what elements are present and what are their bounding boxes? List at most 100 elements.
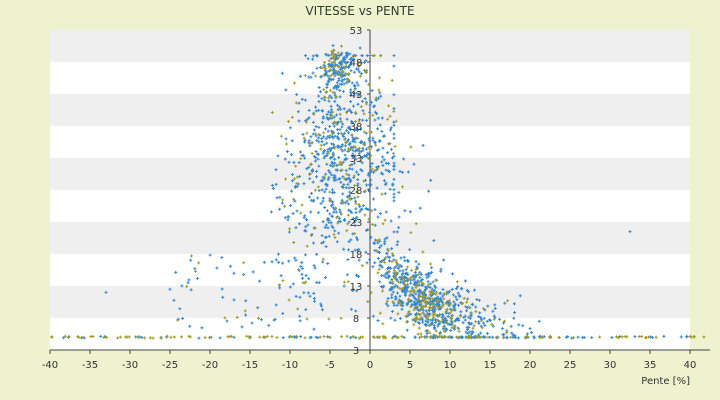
data-point bbox=[403, 292, 407, 296]
data-point bbox=[347, 240, 351, 244]
data-point bbox=[294, 226, 298, 230]
data-point bbox=[304, 229, 308, 233]
data-point bbox=[347, 108, 351, 112]
data-point bbox=[423, 288, 427, 292]
data-point bbox=[438, 332, 442, 336]
data-point bbox=[338, 105, 342, 109]
data-point bbox=[353, 149, 357, 153]
data-point bbox=[317, 100, 321, 104]
data-point bbox=[341, 192, 345, 196]
data-point bbox=[505, 336, 509, 340]
data-point bbox=[512, 302, 516, 306]
data-point bbox=[321, 196, 325, 200]
data-point bbox=[369, 164, 373, 168]
data-point bbox=[360, 54, 364, 58]
data-point bbox=[353, 224, 357, 228]
data-point bbox=[449, 328, 453, 332]
data-point bbox=[368, 54, 372, 58]
data-point bbox=[320, 137, 324, 141]
data-point bbox=[372, 197, 376, 201]
data-point bbox=[364, 79, 368, 83]
data-point bbox=[418, 275, 422, 279]
data-point bbox=[348, 127, 352, 131]
data-point bbox=[340, 82, 344, 86]
data-point bbox=[327, 59, 331, 63]
data-point bbox=[332, 71, 336, 75]
data-point bbox=[352, 92, 356, 96]
data-point bbox=[338, 145, 342, 149]
data-point bbox=[332, 210, 336, 214]
data-point bbox=[392, 177, 396, 181]
data-point bbox=[290, 139, 294, 143]
data-point bbox=[221, 295, 225, 299]
data-point bbox=[362, 154, 366, 158]
data-point bbox=[300, 203, 304, 207]
data-point bbox=[328, 63, 332, 67]
data-point bbox=[361, 118, 365, 122]
data-point bbox=[385, 236, 389, 240]
data-point bbox=[340, 144, 344, 148]
data-point bbox=[447, 299, 451, 303]
data-point bbox=[375, 165, 379, 169]
data-point bbox=[390, 285, 394, 289]
data-point bbox=[309, 163, 313, 167]
data-point bbox=[322, 63, 326, 67]
data-point bbox=[347, 176, 351, 180]
data-point bbox=[345, 157, 349, 161]
data-point bbox=[317, 136, 321, 140]
data-point bbox=[315, 252, 319, 256]
data-point bbox=[338, 62, 342, 66]
data-point bbox=[352, 176, 356, 180]
data-point bbox=[371, 314, 375, 318]
data-point bbox=[439, 296, 443, 300]
data-point bbox=[450, 288, 454, 292]
data-point bbox=[168, 287, 172, 291]
data-point bbox=[335, 240, 339, 244]
data-point bbox=[430, 287, 434, 291]
data-point bbox=[349, 60, 353, 64]
data-point bbox=[312, 264, 316, 268]
data-point bbox=[314, 125, 318, 129]
data-point bbox=[316, 211, 320, 215]
data-point bbox=[390, 247, 394, 251]
data-point bbox=[400, 307, 404, 311]
data-point bbox=[432, 333, 436, 337]
data-point bbox=[373, 261, 377, 265]
data-point bbox=[303, 253, 307, 257]
data-point bbox=[317, 132, 321, 136]
data-point bbox=[358, 46, 362, 50]
data-point bbox=[426, 320, 430, 324]
data-point bbox=[314, 134, 318, 138]
data-point bbox=[339, 53, 343, 57]
data-point bbox=[359, 72, 363, 76]
data-point bbox=[243, 309, 247, 313]
data-point bbox=[172, 298, 176, 302]
data-point bbox=[337, 177, 341, 181]
data-point bbox=[433, 298, 437, 302]
data-point bbox=[342, 77, 346, 81]
data-point bbox=[304, 119, 308, 123]
data-point bbox=[386, 304, 390, 308]
data-point bbox=[346, 149, 350, 153]
data-point bbox=[408, 248, 412, 252]
data-point bbox=[429, 178, 433, 182]
data-point bbox=[517, 323, 521, 327]
data-point bbox=[349, 93, 353, 97]
data-point bbox=[417, 262, 421, 266]
data-point bbox=[339, 180, 343, 184]
data-point bbox=[298, 74, 302, 78]
data-point bbox=[430, 266, 434, 270]
data-point bbox=[392, 109, 396, 113]
data-point bbox=[438, 292, 442, 296]
data-point bbox=[468, 322, 472, 326]
data-point bbox=[326, 135, 330, 139]
data-point bbox=[402, 335, 406, 339]
data-point bbox=[306, 291, 310, 295]
data-point bbox=[331, 44, 335, 48]
data-point bbox=[364, 59, 368, 63]
data-point bbox=[537, 319, 541, 323]
data-point bbox=[494, 335, 498, 339]
data-point bbox=[393, 334, 397, 338]
data-point bbox=[325, 162, 329, 166]
data-point bbox=[340, 51, 344, 55]
